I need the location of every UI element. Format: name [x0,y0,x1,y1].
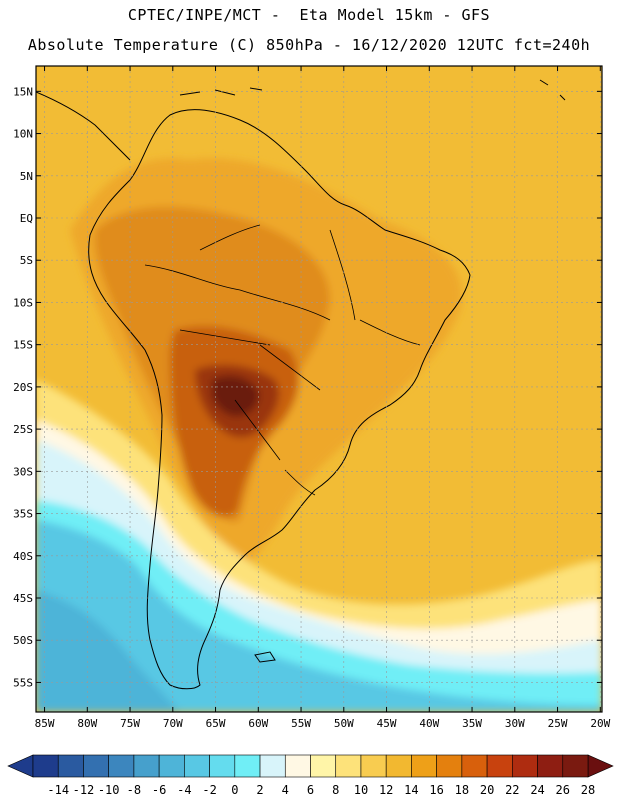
caribbean-islands [179,79,566,101]
lat-label: 40S [13,550,33,563]
lon-label: 60W [248,717,268,730]
latitude-labels: 15N 10N 5N EQ 5S 10S 15S 20S 25S 30S 35S 40S 45S 50S 5… [13,85,602,689]
colorbar-label: 24 [530,783,544,797]
colorbar-swatch [184,754,210,778]
lon-label: 55W [291,717,311,730]
lon-label: 35W [462,717,482,730]
field-max-temperature [212,375,259,417]
country-borders [144,224,421,496]
lon-label: 25W [548,717,568,730]
lon-label: 50W [334,717,354,730]
colorbar-label: 26 [556,783,570,797]
colorbar-swatch [385,754,412,778]
colorbar-swatch [133,754,160,778]
south-america-coastline [88,109,471,690]
title-line-2: Absolute Temperature (C) 850hPa - 16/12/… [27,36,591,54]
field-cold-band [36,520,602,712]
central-america-coastline [36,91,131,161]
colorbar-swatch [537,754,564,778]
colorbar-swatch [158,754,185,778]
colorbar-swatch [512,754,538,778]
colorbar: -14 -12 -10 -8 -6 -4 -2 0 2 4 6 8 10 12 14 16 18 20 22 24 26… [7,754,614,797]
lat-label: 10S [13,296,33,309]
graticule [36,66,602,712]
lat-label: 45S [13,592,33,605]
colorbar-label: 14 [404,783,418,797]
colorbar-swatch [461,754,488,778]
colorbar-swatch [436,754,463,778]
lat-label: 35S [13,508,33,521]
colorbar-label: 2 [256,783,263,797]
colorbar-swatch [209,754,236,778]
lon-label: 70W [163,717,183,730]
colorbar-swatch [108,754,135,778]
title-line-1: CPTEC/INPE/MCT - Eta Model 15km - GFS [127,6,491,24]
colorbar-swatch [310,754,337,778]
colorbar-label: -12 [73,783,95,797]
colorbar-label: -8 [127,783,141,797]
colorbar-swatch [335,754,362,778]
colorbar-label: 20 [480,783,494,797]
colorbar-label: 22 [505,783,519,797]
lat-label: 15N [13,85,33,98]
falklands [254,651,276,663]
colorbar-label: 12 [379,783,393,797]
colorbar-low-arrow [7,754,34,778]
temperature-field [36,66,602,712]
lat-label: 50S [13,634,33,647]
lon-label: 75W [120,717,140,730]
colorbar-label: 18 [455,783,469,797]
colorbar-swatch [57,754,84,778]
colorbar-swatch [234,754,261,778]
lat-label: 25S [13,423,33,436]
lat-label: 10N [13,128,33,141]
longitude-labels: 85W 80W 75W 70W 65W 60W 55W 50W 45W 40W 35W 30W 25W 2… [35,66,611,730]
field-colder-band [36,590,180,712]
colorbar-label: 16 [429,783,443,797]
lat-label: 30S [13,465,33,478]
lat-label: 55S [13,676,33,689]
colorbar-swatch [360,754,387,778]
colorbar-label: -10 [98,783,120,797]
lat-label: 5N [20,170,33,183]
colorbar-label: -14 [47,783,69,797]
lat-label: EQ [20,212,33,225]
colorbar-high-arrow [587,754,614,778]
colorbar-swatch [32,754,59,778]
lon-label: 45W [377,717,397,730]
colorbar-label: 4 [282,783,289,797]
lon-label: 85W [35,717,55,730]
map-frame [35,65,603,713]
colorbar-swatch [486,754,513,778]
lat-label: 5S [20,254,33,267]
colorbar-label: 28 [581,783,595,797]
colorbar-label: -6 [152,783,166,797]
lon-label: 30W [505,717,525,730]
lon-label: 80W [77,717,97,730]
lon-label: 65W [206,717,226,730]
coastlines [36,79,566,690]
lon-label: 40W [419,717,439,730]
colorbar-label: 10 [354,783,368,797]
lon-label: 20W [590,717,610,730]
colorbar-label: 8 [332,783,339,797]
colorbar-swatch [83,754,109,778]
colorbar-swatch [562,754,589,778]
colorbar-swatch [259,754,286,778]
colorbar-label: 0 [231,783,238,797]
colorbar-swatch [411,754,437,778]
colorbar-label: -4 [177,783,191,797]
colorbar-swatch [284,754,311,778]
lat-label: 15S [13,339,33,352]
lat-label: 20S [13,381,33,394]
colorbar-label: -2 [202,783,216,797]
colorbar-label: 6 [307,783,314,797]
